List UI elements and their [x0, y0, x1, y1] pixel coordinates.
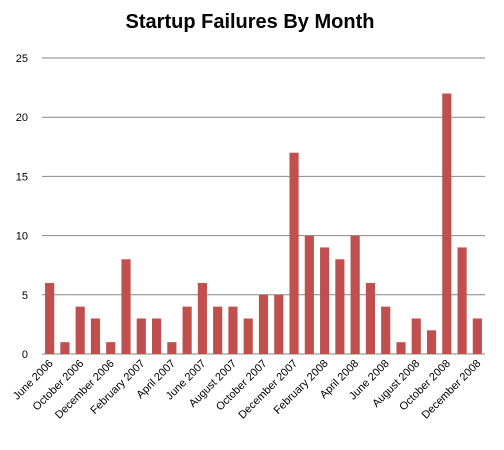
bar — [381, 306, 391, 354]
y-tick-label: 5 — [22, 290, 28, 302]
bar — [213, 306, 223, 354]
bar — [365, 282, 376, 354]
bar — [90, 318, 101, 354]
bar — [411, 318, 421, 354]
bar — [197, 282, 207, 354]
y-tick-label: 0 — [22, 349, 28, 361]
bar — [289, 152, 299, 354]
y-tick-label: 25 — [16, 53, 28, 65]
bar — [45, 282, 55, 354]
bar — [350, 235, 360, 354]
bar — [396, 342, 406, 354]
y-tick-label: 10 — [16, 231, 28, 243]
bar — [228, 306, 238, 354]
chart-title: Startup Failures By Month — [126, 11, 375, 33]
y-tick-label: 20 — [16, 112, 28, 124]
bar — [274, 294, 284, 354]
bar — [182, 306, 192, 354]
bar — [136, 318, 146, 354]
bar — [167, 342, 177, 354]
bar — [60, 342, 70, 354]
bar — [426, 330, 437, 354]
bar — [151, 318, 162, 354]
bar — [457, 247, 467, 354]
bar — [258, 294, 269, 354]
bar — [243, 318, 253, 354]
bar — [304, 235, 314, 354]
bar — [442, 93, 452, 355]
bar — [320, 247, 330, 354]
y-tick-label: 15 — [16, 171, 28, 183]
bar — [121, 259, 131, 354]
bar — [75, 306, 85, 354]
bar — [106, 342, 116, 354]
bar — [472, 318, 482, 354]
bar — [335, 259, 345, 354]
